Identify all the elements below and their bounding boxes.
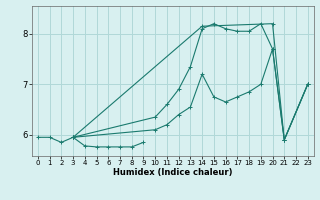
X-axis label: Humidex (Indice chaleur): Humidex (Indice chaleur)	[113, 168, 233, 177]
